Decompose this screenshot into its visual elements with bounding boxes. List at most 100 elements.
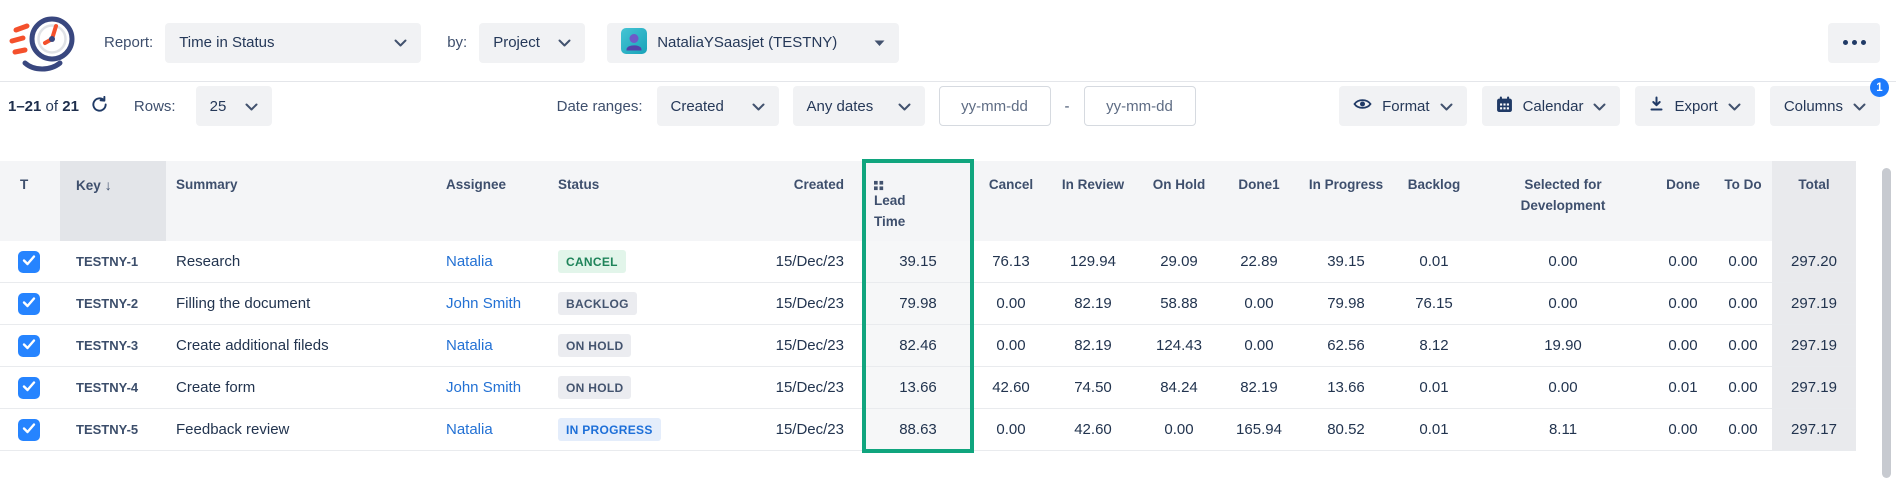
to-do-value: 0.00 <box>1714 408 1772 452</box>
on-hold-value: 0.00 <box>1138 408 1220 452</box>
backlog-value: 0.01 <box>1394 366 1474 410</box>
col-header-cancel[interactable]: Cancel <box>972 161 1048 241</box>
pagination-of: of <box>45 97 59 115</box>
topbar-divider <box>0 81 1896 82</box>
col-header-label: Cancel <box>988 177 1034 192</box>
format-button[interactable]: Format <box>1339 86 1467 126</box>
date-ranges-label: Date ranges: <box>556 97 643 115</box>
col-header-total[interactable]: Total <box>1772 161 1856 241</box>
chevron-down-icon <box>1853 98 1866 115</box>
selected-for-development-value: 0.00 <box>1474 240 1652 284</box>
chevron-down-icon <box>245 98 258 115</box>
assignee-link[interactable]: John Smith <box>446 379 522 397</box>
date-to-input[interactable] <box>1083 86 1196 126</box>
vertical-scrollbar[interactable] <box>1882 168 1891 478</box>
col-header-created[interactable]: Created <box>696 161 864 241</box>
selected-for-development-value: 19.90 <box>1474 324 1652 368</box>
status-badge: ON HOLD <box>558 376 632 400</box>
col-header-summary[interactable]: Summary <box>166 161 436 241</box>
table-body: TESTNY-1 Research Natalia CANCEL 15/Dec/… <box>0 240 1856 453</box>
report-label: Report: <box>104 34 154 51</box>
col-header-done[interactable]: Done <box>1652 161 1714 241</box>
assignee-link[interactable]: John Smith <box>446 295 522 313</box>
row-checkbox[interactable] <box>18 376 40 399</box>
issue-summary: Feedback review <box>166 408 436 452</box>
lead-time-value: 13.66 <box>862 366 974 410</box>
col-header-assignee[interactable]: Assignee <box>436 161 548 241</box>
to-do-value: 0.00 <box>1714 324 1772 368</box>
on-hold-value: 124.43 <box>1138 324 1220 368</box>
date-field-value: Created <box>670 97 724 115</box>
row-checkbox[interactable] <box>18 250 40 273</box>
col-header-key[interactable]: Key ↓ <box>60 161 166 241</box>
col-header-label: Done1 <box>1238 177 1280 192</box>
table-row: TESTNY-2 Filling the document John Smith… <box>0 282 1856 326</box>
done-value: 0.00 <box>1652 324 1714 368</box>
date-preset-select[interactable]: Any dates <box>792 86 925 126</box>
backlog-value: 0.01 <box>1394 240 1474 284</box>
col-header-status[interactable]: Status <box>548 161 696 241</box>
row-checkbox[interactable] <box>18 418 40 441</box>
export-label: Export <box>1674 97 1718 115</box>
on-hold-value: 58.88 <box>1138 282 1220 326</box>
col-header-done1[interactable]: Done1 <box>1220 161 1298 241</box>
issue-key[interactable]: TESTNY-1 <box>60 240 166 284</box>
created-date: 15/Dec/23 <box>696 324 864 368</box>
col-header-label: T <box>20 177 29 192</box>
row-checkbox[interactable] <box>18 292 40 315</box>
row-checkbox[interactable] <box>18 334 40 357</box>
status-badge: ON HOLD <box>558 334 632 358</box>
col-header-in-progress[interactable]: In Progress <box>1298 161 1394 241</box>
backlog-value: 0.01 <box>1394 408 1474 452</box>
issue-key[interactable]: TESTNY-3 <box>60 324 166 368</box>
selected-for-development-value: 8.11 <box>1474 408 1652 452</box>
calendar-button[interactable]: Calendar <box>1481 86 1621 126</box>
report-select-value: Time in Status <box>179 34 275 51</box>
refresh-button[interactable] <box>89 94 110 118</box>
rows-per-page-select[interactable]: 25 <box>195 86 272 126</box>
report-select[interactable]: Time in Status <box>165 22 422 63</box>
in-review-value: 82.19 <box>1048 324 1138 368</box>
in-progress-value: 62.56 <box>1298 324 1394 368</box>
to-do-value: 0.00 <box>1714 240 1772 284</box>
col-header-in-review[interactable]: In Review <box>1048 161 1138 241</box>
col-header-selected-for-development[interactable]: Selected for Development <box>1474 161 1652 241</box>
done-value: 0.00 <box>1652 240 1714 284</box>
col-header-backlog[interactable]: Backlog <box>1394 161 1474 241</box>
col-header-type[interactable]: T <box>0 161 60 241</box>
col-header-label: Done <box>1666 177 1700 192</box>
issue-summary: Filling the document <box>166 282 436 326</box>
pagination-total: 21 <box>62 97 79 115</box>
col-header-label: Total <box>1798 177 1830 192</box>
date-range-separator: - <box>1064 97 1070 115</box>
issue-key[interactable]: TESTNY-4 <box>60 366 166 410</box>
chevron-down-icon <box>752 98 765 115</box>
done1-value: 22.89 <box>1220 240 1298 284</box>
cancel-value: 0.00 <box>972 324 1048 368</box>
rows-label: Rows: <box>133 97 176 115</box>
assignee-link[interactable]: Natalia <box>446 337 493 355</box>
more-options-button[interactable] <box>1828 22 1880 63</box>
col-header-to-do[interactable]: To Do <box>1714 161 1772 241</box>
pagination-range: 1–21 <box>8 97 42 115</box>
project-select[interactable]: NataliaYSaasjet (TESTNY) <box>607 22 900 63</box>
issue-key[interactable]: TESTNY-2 <box>60 282 166 326</box>
col-header-on-hold[interactable]: On Hold <box>1138 161 1220 241</box>
groupby-select[interactable]: Project <box>479 22 586 63</box>
cancel-value: 0.00 <box>972 408 1048 452</box>
col-header-label: Key <box>76 178 101 193</box>
ellipsis-icon <box>1842 40 1866 45</box>
assignee-link[interactable]: Natalia <box>446 253 493 271</box>
columns-count-badge: 1 <box>1870 78 1889 97</box>
lead-time-value: 79.98 <box>862 282 974 326</box>
date-from-input[interactable] <box>938 86 1051 126</box>
issue-key[interactable]: TESTNY-5 <box>60 408 166 452</box>
caret-down-icon <box>874 34 885 51</box>
date-field-select[interactable]: Created <box>656 86 779 126</box>
export-button[interactable]: Export <box>1635 86 1755 126</box>
col-header-label: Lead Time <box>874 193 906 229</box>
project-select-value: NataliaYSaasjet (TESTNY) <box>657 34 838 51</box>
columns-button[interactable]: Columns 1 <box>1769 78 1889 126</box>
col-header-lead-time[interactable]: Lead Time <box>862 159 974 241</box>
assignee-link[interactable]: Natalia <box>446 421 493 439</box>
